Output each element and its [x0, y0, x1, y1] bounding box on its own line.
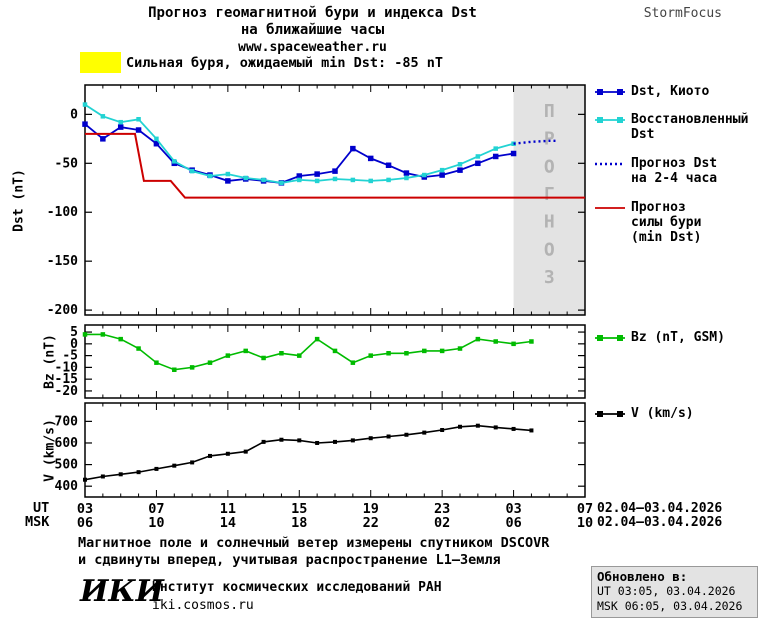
updated-ut: UT 03:05, 03.04.2026: [597, 584, 736, 598]
svg-text:-200: -200: [47, 303, 78, 318]
svg-text:07: 07: [148, 501, 164, 517]
svg-text:0: 0: [70, 337, 78, 352]
svg-text:П: П: [544, 101, 555, 122]
legend-bz-label: Bz (nT, GSM): [631, 330, 725, 345]
svg-text:О: О: [544, 239, 555, 260]
page-title-block: Прогноз геомагнитной бури и индекса Dst …: [0, 5, 625, 56]
svg-text:-15: -15: [55, 372, 78, 387]
legend-storm-strength: Прогноз силы бури (min Dst): [594, 200, 701, 245]
svg-text:-150: -150: [47, 254, 78, 269]
legend-forecast-dst: Прогноз Dst на 2-4 часа: [594, 156, 717, 186]
institute-name: Институт космических исследований РАН: [152, 580, 442, 595]
svg-text:500: 500: [55, 458, 79, 473]
legend-v: V (km/s): [594, 406, 694, 421]
bz-axis-label: Bz (nT): [42, 334, 58, 389]
legend-bz: Bz (nT, GSM): [594, 330, 725, 345]
storm-alert-text: Сильная буря, ожидаемый min Dst: -85 nT: [126, 55, 443, 71]
panel-v: 7006005004000306071011141518192223020306…: [55, 402, 593, 531]
ut-date-range: 02.04—03.04.2026: [597, 501, 723, 516]
svg-text:-100: -100: [47, 205, 78, 220]
svg-text:22: 22: [363, 515, 379, 531]
svg-text:0: 0: [70, 107, 78, 122]
svg-text:06: 06: [505, 515, 521, 531]
storm-strength-swatch-icon: [595, 207, 625, 209]
legend-dst-kyoto-label: Dst, Киото: [631, 84, 710, 99]
legend-v-label: V (km/s): [631, 406, 694, 421]
storm-alert-swatch: [80, 52, 121, 73]
forecast-dst-swatch-icon: [595, 162, 625, 166]
legend-forecast-dst-label: Прогноз Dst на 2-4 часа: [631, 156, 718, 186]
svg-text:Г: Г: [544, 184, 555, 205]
iki-logo: ИКИ: [80, 574, 164, 609]
brand-label: StormFocus: [643, 6, 722, 21]
panel-bz: 50-5-10-15-20: [55, 324, 586, 399]
svg-text:Р: Р: [544, 129, 555, 150]
ut-axis-header: UT: [33, 500, 50, 516]
msk-axis-header: MSK: [25, 514, 50, 530]
svg-text:19: 19: [363, 501, 379, 517]
dst-kyoto-swatch-icon: [595, 89, 625, 95]
svg-text:5: 5: [70, 325, 78, 340]
page-subtitle: на ближайшие часы: [240, 22, 385, 38]
svg-text:11: 11: [220, 501, 236, 517]
svg-text:10: 10: [577, 515, 593, 531]
updated-box: Обновлено в: UT 03:05, 03.04.2026 MSK 06…: [591, 566, 758, 618]
svg-text:-5: -5: [62, 349, 78, 364]
bz-swatch-icon: [595, 335, 625, 341]
svg-text:15: 15: [291, 501, 307, 517]
svg-text:14: 14: [220, 515, 236, 531]
updated-heading: Обновлено в:: [597, 569, 688, 584]
svg-text:600: 600: [55, 436, 79, 451]
svg-text:06: 06: [77, 515, 93, 531]
footer-note-line2: и сдвинуты вперед, учитывая распростране…: [78, 552, 501, 568]
restored-dst-swatch-icon: [595, 117, 625, 123]
legend-dst-kyoto: Dst, Киото: [594, 84, 709, 99]
svg-text:07: 07: [577, 501, 593, 517]
updated-msk: MSK 06:05, 03.04.2026: [597, 599, 743, 613]
v-swatch-icon: [595, 411, 625, 417]
site-url: www.spaceweather.ru: [238, 40, 387, 55]
page-title: Прогноз геомагнитной бури и индекса Dst: [148, 5, 477, 21]
svg-text:О: О: [544, 156, 555, 177]
svg-text:02: 02: [434, 515, 450, 531]
svg-text:-50: -50: [55, 156, 79, 171]
svg-text:18: 18: [291, 515, 307, 531]
legend-restored-dst: Восстановленный Dst: [594, 112, 748, 142]
svg-text:03: 03: [77, 501, 93, 517]
legend-restored-dst-label: Восстановленный Dst: [631, 112, 749, 142]
svg-text:-10: -10: [55, 360, 79, 375]
v-axis-label: V (km/s): [42, 419, 58, 482]
svg-text:З: З: [544, 267, 555, 288]
institute-site: iki.cosmos.ru: [152, 598, 254, 613]
svg-text:400: 400: [55, 479, 79, 494]
svg-text:700: 700: [55, 414, 79, 429]
dst-axis-label: Dst (nT): [11, 169, 27, 232]
svg-text:Н: Н: [544, 212, 555, 233]
footer-note-line1: Магнитное поле и солнечный ветер измерен…: [78, 535, 550, 551]
svg-text:23: 23: [434, 501, 450, 517]
svg-text:03: 03: [505, 501, 521, 517]
svg-text:10: 10: [148, 515, 164, 531]
svg-text:-20: -20: [55, 384, 79, 399]
msk-date-range: 02.04—03.04.2026: [597, 515, 723, 530]
legend-storm-strength-label: Прогноз силы бури (min Dst): [631, 200, 702, 245]
